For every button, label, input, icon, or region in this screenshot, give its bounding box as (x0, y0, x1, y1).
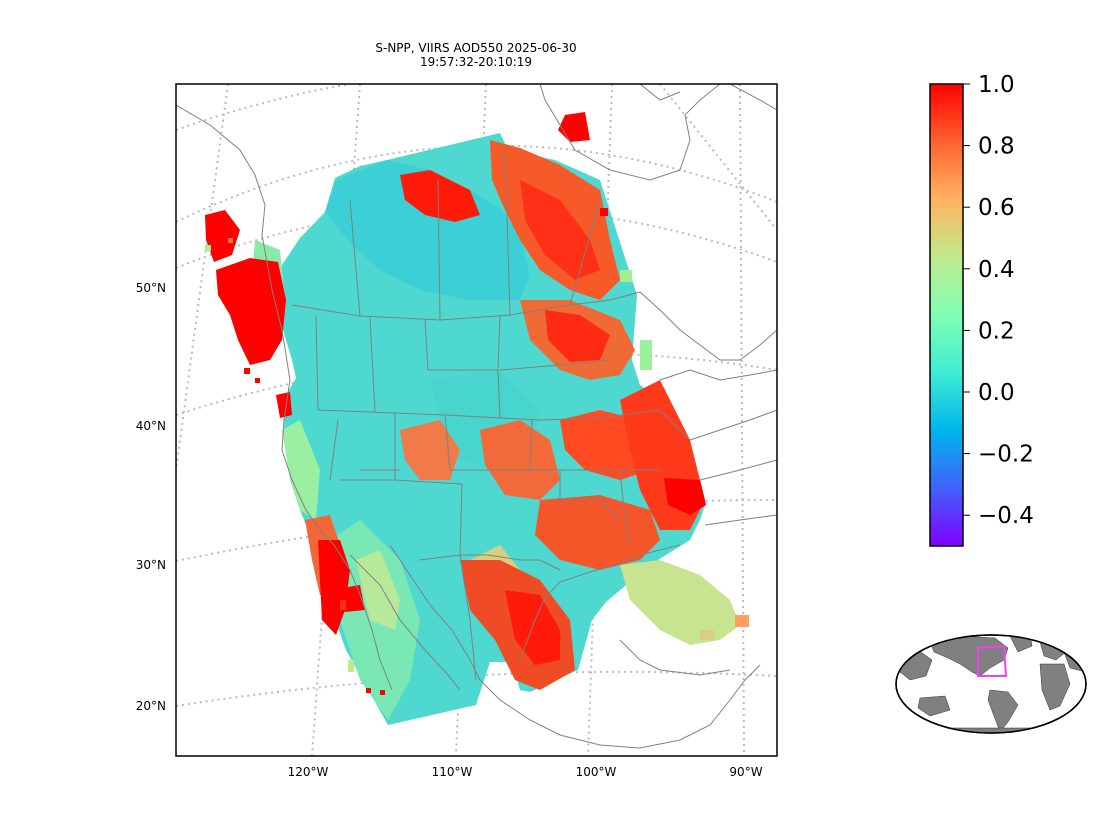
map-boundaries (176, 84, 777, 749)
colorbar-tick-label: 1.0 (978, 72, 1015, 98)
lat-label-20: 20°N (136, 699, 166, 713)
colorbar-tick-label: 0.6 (978, 195, 1015, 221)
lat-label-30: 30°N (136, 558, 166, 572)
colorbar-tick-label: 0.8 (978, 134, 1015, 160)
colorbar-ticks: 1.0 0.8 0.6 0.4 0.2 0.0 −0.2 −0.4 (963, 72, 1034, 529)
colorbar: 1.0 0.8 0.6 0.4 0.2 0.0 −0.2 −0.4 (929, 72, 1034, 547)
lon-label-90w: 90°W (729, 765, 762, 779)
map-subtitle-time: 19:57:32-20:10:19 (419, 55, 533, 69)
lon-label-120w: 120°W (288, 765, 329, 779)
inset-globe (895, 634, 1087, 734)
inset-region-box (977, 644, 1008, 677)
colorbar-tick-label: 0.4 (978, 257, 1015, 283)
lat-label-40: 40°N (136, 419, 166, 433)
lon-label-100w: 100°W (576, 765, 617, 779)
colorbar-tick-label: −0.4 (978, 503, 1034, 529)
aod-coastal-clusters (205, 112, 590, 635)
map-title: S-NPP, VIIRS AOD550 2025-06-30 (375, 41, 577, 55)
colorbar-tick-label: 0.0 (978, 380, 1015, 406)
colorbar-gradient (929, 83, 964, 547)
aod-coastal-speckles (205, 208, 749, 695)
lon-label-110w: 110°W (432, 765, 473, 779)
colorbar-tick-label: −0.2 (978, 442, 1034, 468)
map-area (176, 84, 777, 756)
colorbar-tick-label: 0.2 (978, 318, 1015, 344)
lat-label-50: 50°N (136, 281, 166, 295)
map-frame (175, 83, 778, 757)
